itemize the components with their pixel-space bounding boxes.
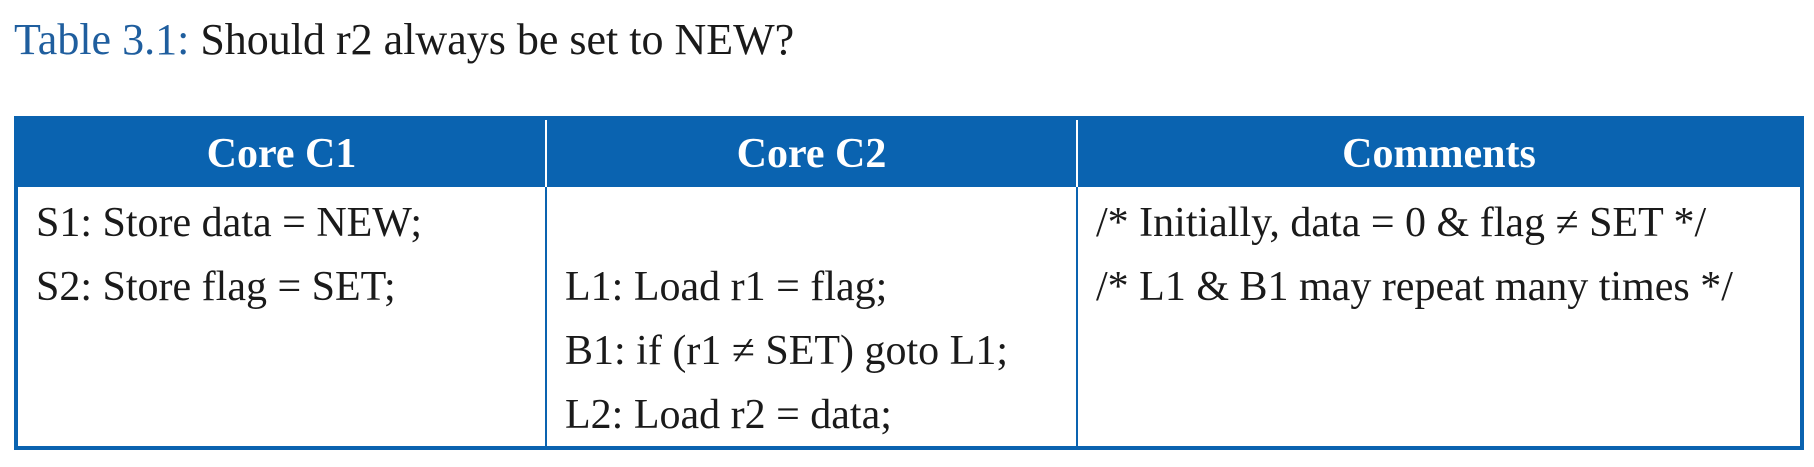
code-line: L1: Load r1 = flag; xyxy=(565,264,888,310)
comment-line xyxy=(1096,383,1800,447)
header-core-c1: Core C1 xyxy=(18,120,546,187)
code-line xyxy=(36,383,545,447)
code-line: B1: if (r1 ≠ SET) goto L1; xyxy=(565,328,1009,374)
caption-label: Table 3.1: xyxy=(14,15,190,64)
core-c1-cell: S1: Store data = NEW; S2: Store flag = S… xyxy=(18,187,546,447)
code-line: S1: Store data = NEW; xyxy=(36,200,423,246)
comment-line: /* L1 & B1 may repeat many times */ xyxy=(1096,264,1733,310)
comment-line: /* Initially, data = 0 & flag ≠ SET */ xyxy=(1096,200,1707,246)
code-line: S2: Store flag = SET; xyxy=(36,264,396,310)
comment-line xyxy=(1096,319,1800,383)
code-line xyxy=(36,319,545,383)
core-c2-cell: L1: Load r1 = flag; B1: if (r1 ≠ SET) go… xyxy=(545,187,1077,447)
caption-text: Should r2 always be set to NEW? xyxy=(200,15,795,64)
table-body-row: S1: Store data = NEW; S2: Store flag = S… xyxy=(18,187,1800,447)
code-line xyxy=(565,191,1076,255)
header-core-c2: Core C2 xyxy=(545,120,1077,187)
table-caption: Table 3.1: Should r2 always be set to NE… xyxy=(14,10,794,70)
comments-cell: /* Initially, data = 0 & flag ≠ SET */ /… xyxy=(1076,187,1800,447)
header-comments: Comments xyxy=(1076,120,1800,187)
code-line: L2: Load r2 = data; xyxy=(565,392,892,438)
table-header-row: Core C1 Core C2 Comments xyxy=(18,120,1800,187)
code-table: Core C1 Core C2 Comments S1: Store data … xyxy=(14,116,1804,450)
